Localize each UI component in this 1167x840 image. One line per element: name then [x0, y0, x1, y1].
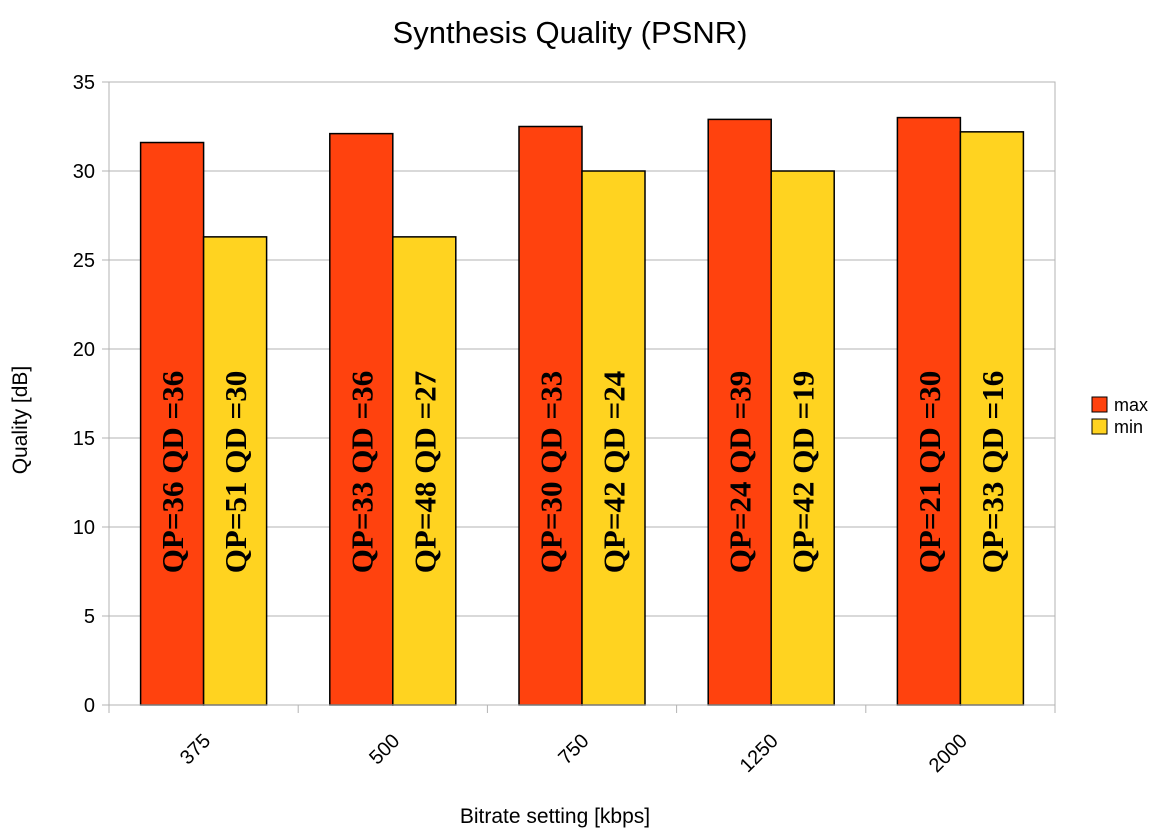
y-tick-label: 5 — [84, 606, 95, 628]
bar-max-500 — [329, 132, 394, 706]
bar-label-min-375: QP=51 QD =30 — [218, 371, 253, 573]
bar-max-2000 — [896, 116, 962, 706]
bar-data-labels: QP=36 QD =36 QP=51 QD =30 QP=33 QD =36 QP=4… — [155, 371, 1010, 573]
x-axis-ticks: 375 500 750 1250 2000 — [108, 705, 1056, 777]
bar-label-max-750: QP=30 QD =33 — [534, 371, 569, 573]
bar-min-1250 — [770, 170, 835, 706]
bar-label-max-1250: QP=24 QD =39 — [723, 371, 758, 573]
x-tick-label: 375 — [176, 730, 215, 769]
bar-label-min-1250: QP=42 QD =19 — [786, 371, 821, 573]
bar-label-min-500: QP=48 QD =27 — [407, 371, 442, 573]
bar-min-2000 — [959, 131, 1025, 706]
y-tick-label: 15 — [73, 428, 95, 450]
x-tick-label: 750 — [554, 730, 593, 769]
bar-min-750 — [581, 170, 646, 706]
bars — [139, 116, 1025, 706]
y-tick-label: 0 — [84, 695, 95, 717]
bar-label-max-2000: QP=21 QD =30 — [912, 371, 947, 573]
bar-label-max-375: QP=36 QD =36 — [155, 371, 190, 573]
x-tick-label: 2000 — [925, 730, 972, 777]
bar-max-750 — [518, 125, 583, 706]
legend-label-max: max — [1114, 395, 1148, 415]
y-tick-label: 30 — [73, 161, 95, 183]
x-tick-label: 1250 — [736, 730, 783, 777]
bar-max-375 — [139, 141, 205, 706]
bar-min-375 — [202, 236, 268, 706]
legend-swatch-max — [1091, 396, 1108, 413]
chart-title: Synthesis Quality (PSNR) — [393, 15, 748, 50]
y-tick-label: 10 — [73, 517, 95, 539]
y-tick-label: 25 — [73, 250, 95, 272]
y-axis-ticks: 0 5 10 15 20 25 30 35 — [73, 72, 109, 717]
bar-min-500 — [392, 236, 457, 706]
x-axis-label: Bitrate setting [kbps] — [460, 805, 650, 828]
x-tick-label: 500 — [365, 730, 404, 769]
y-tick-label: 20 — [73, 339, 95, 361]
y-axis-label: Quality [dB] — [9, 366, 32, 475]
legend-label-min: min — [1114, 417, 1143, 437]
bar-label-min-2000: QP=33 QD =16 — [975, 371, 1010, 573]
bar-label-max-500: QP=33 QD =36 — [344, 371, 379, 573]
bar-label-min-750: QP=42 QD =24 — [597, 371, 632, 573]
y-tick-label: 35 — [73, 72, 95, 94]
legend-swatch-min — [1091, 418, 1108, 435]
